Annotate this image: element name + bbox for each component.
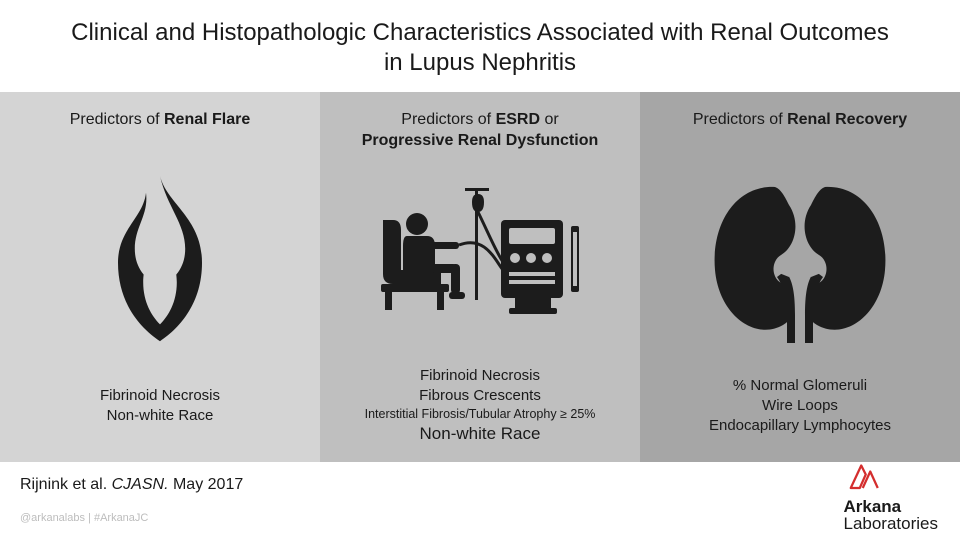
arkana-logo: ArkanaLaboratories <box>843 461 938 532</box>
predictor-line: Wire Loops <box>709 396 891 416</box>
predictor-line: Fibrous Crescents <box>365 386 596 406</box>
panel-renal-recovery: Predictors of Renal Recovery <box>640 92 960 462</box>
predictor-line-big: Non-white Race <box>365 423 596 446</box>
predictor-line: % Normal Glomeruli <box>709 376 891 396</box>
dialysis-icon <box>332 156 628 364</box>
kidneys-icon <box>652 156 948 364</box>
heading-prefix: Predictors of <box>401 111 495 128</box>
panel-body: Fibrinoid Necrosis Non-white Race <box>100 364 220 448</box>
heading-bold: Renal Flare <box>164 111 250 128</box>
panel-body: Fibrinoid Necrosis Fibrous Crescents Int… <box>365 364 596 448</box>
heading-bold: Renal Recovery <box>787 111 907 128</box>
panels-row: Predictors of Renal Flare Fibrinoid Necr… <box>0 92 960 462</box>
footer: Rijnink et al. CJASN. May 2017 @arkanala… <box>0 466 960 540</box>
panel-renal-flare: Predictors of Renal Flare Fibrinoid Necr… <box>0 92 320 462</box>
citation: Rijnink et al. CJASN. May 2017 <box>20 476 940 494</box>
heading-bold: ESRD <box>496 111 540 128</box>
predictor-line: Fibrinoid Necrosis <box>365 366 596 386</box>
citation-journal: CJASN. <box>112 476 169 493</box>
predictor-line-small: Interstitial Fibrosis/Tubular Atrophy ≥ … <box>365 406 596 423</box>
heading-bold2: Progressive Renal Dysfunction <box>362 132 599 149</box>
heading-prefix: Predictors of <box>70 111 164 128</box>
citation-author: Rijnink et al. <box>20 476 107 493</box>
panel-heading: Predictors of Renal Flare <box>70 110 251 156</box>
panel-esrd: Predictors of ESRD or Progressive Renal … <box>320 92 640 462</box>
panel-heading: Predictors of Renal Recovery <box>693 110 907 156</box>
page-title: Clinical and Histopathologic Characteris… <box>0 0 960 92</box>
flame-icon <box>12 156 308 364</box>
panel-body: % Normal Glomeruli Wire Loops Endocapill… <box>709 364 891 448</box>
logo-text: ArkanaLaboratories <box>843 498 938 532</box>
panel-heading: Predictors of ESRD or Progressive Renal … <box>362 110 599 156</box>
arkana-logo-mark <box>843 461 881 491</box>
predictor-line: Endocapillary Lymphocytes <box>709 416 891 436</box>
predictor-line: Non-white Race <box>100 406 220 426</box>
social-handles: @arkanalabs | #ArkanaJC <box>20 512 940 524</box>
heading-mid: or <box>540 111 559 128</box>
logo-line2: Laboratories <box>843 514 938 533</box>
heading-prefix: Predictors of <box>693 111 787 128</box>
predictor-line: Fibrinoid Necrosis <box>100 386 220 406</box>
citation-date: May 2017 <box>173 476 243 493</box>
